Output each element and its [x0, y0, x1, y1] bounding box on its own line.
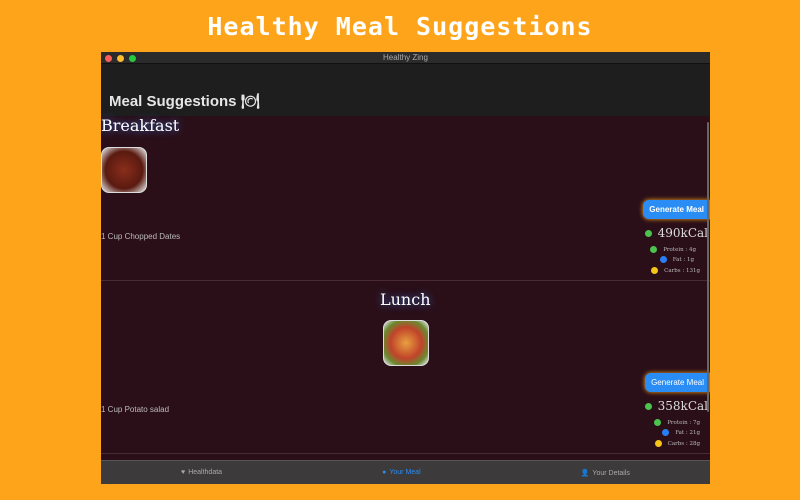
divider — [101, 280, 710, 281]
tab-your-meal[interactable]: ● Your Meal — [382, 469, 421, 476]
page-title: Meal Suggestions 🍽 — [109, 93, 260, 110]
meal-icon: ● — [382, 469, 387, 476]
generate-meal-button[interactable]: Generate Meal — [643, 200, 710, 219]
check-icon — [659, 256, 667, 263]
zoom-button[interactable] — [129, 55, 136, 62]
check-icon — [662, 429, 670, 436]
meal-title-breakfast: Breakfast — [101, 116, 180, 135]
lunch-image — [383, 320, 429, 366]
breakfast-fat: Fat : 1g — [672, 257, 694, 263]
check-icon — [651, 267, 659, 274]
scrollbar[interactable] — [707, 122, 709, 412]
banner-title: Healthy Meal Suggestions — [207, 12, 593, 41]
lunch-protein: Protein : 7g — [667, 420, 700, 426]
tab-bar: ♥ Healthdata ● Your Meal 👤 Your Details — [101, 460, 710, 484]
check-icon — [654, 419, 662, 426]
close-button[interactable] — [105, 55, 112, 62]
breakfast-protein: Protein : 4g — [663, 247, 696, 253]
breakfast-kcal: 490kCal — [657, 226, 708, 240]
tab-healthdata[interactable]: ♥ Healthdata — [181, 469, 223, 476]
person-icon: 👤 — [580, 469, 590, 477]
nav-header: Meal Suggestions 🍽 — [101, 64, 710, 116]
divider — [101, 453, 710, 454]
lunch-fat: Fat : 21g — [675, 430, 700, 436]
lunch-food: 1 Cup Potato salad — [101, 405, 170, 414]
check-icon — [644, 230, 652, 237]
minimize-button[interactable] — [117, 55, 124, 62]
window-title: Healthy Zing — [383, 53, 428, 62]
check-icon — [644, 403, 652, 410]
meal-title-lunch: Lunch — [380, 290, 431, 309]
check-icon — [650, 246, 658, 253]
heart-icon: ♥ — [181, 469, 186, 476]
generate-meal-button[interactable]: Generate Meal — [645, 373, 710, 392]
breakfast-image — [101, 147, 147, 193]
app-window: Healthy Zing Meal Suggestions 🍽 Breakfas… — [101, 52, 710, 484]
lunch-carbs: Carbs : 28g — [667, 441, 700, 447]
breakfast-food: 1 Cup Chopped Dates — [101, 232, 181, 241]
check-icon — [654, 440, 662, 447]
tab-your-details[interactable]: 👤 Your Details — [580, 469, 630, 477]
title-bar: Healthy Zing — [101, 52, 710, 64]
breakfast-carbs: Carbs : 131g — [664, 268, 700, 274]
lunch-kcal: 358kCal — [657, 399, 708, 413]
